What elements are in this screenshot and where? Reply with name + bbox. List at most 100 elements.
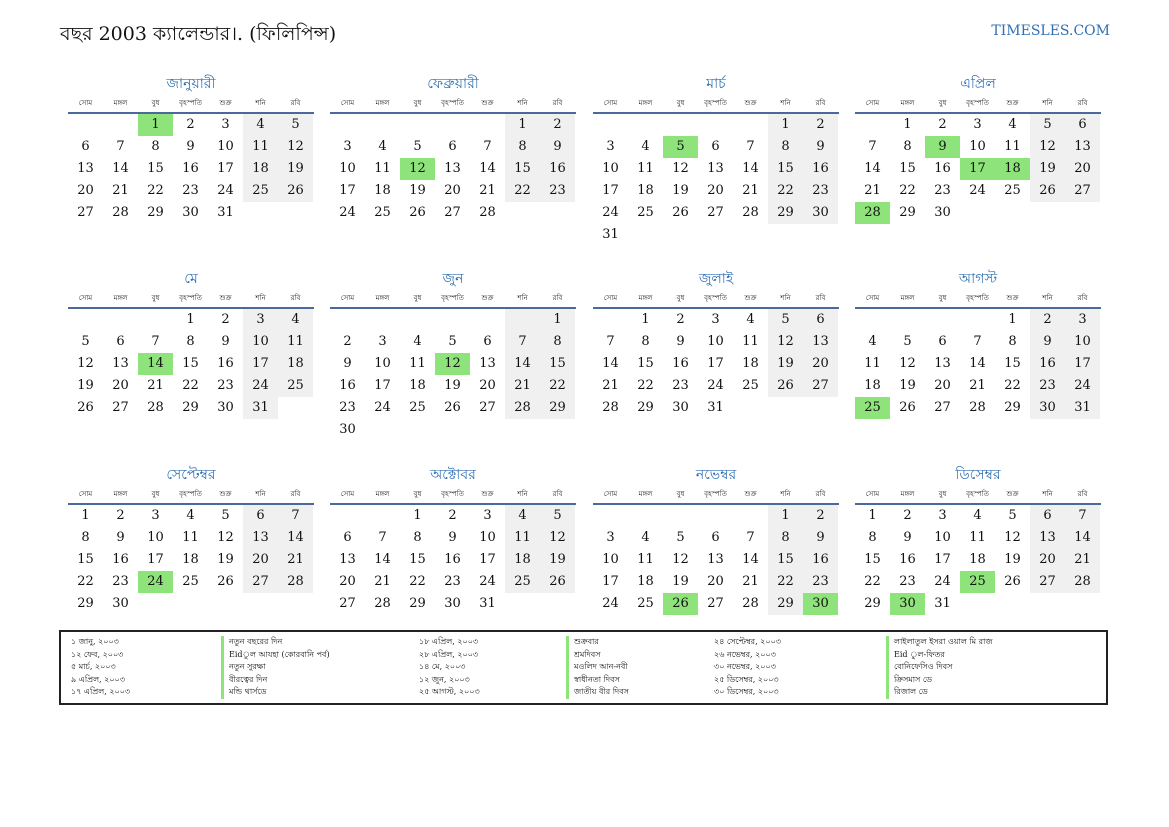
holiday-day-cell[interactable]: 1 <box>138 114 173 136</box>
holiday-day-cell[interactable]: 25 <box>960 571 995 593</box>
day-cell[interactable]: 8 <box>413 530 422 545</box>
day-cell[interactable]: 13 <box>77 161 94 176</box>
day-cell[interactable]: 31 <box>243 397 278 419</box>
day-cell[interactable]: 9 <box>1030 331 1065 353</box>
day-cell[interactable]: 6 <box>711 139 720 154</box>
day-cell[interactable]: 21 <box>479 183 496 198</box>
day-cell[interactable]: 17 <box>339 183 356 198</box>
day-cell[interactable]: 26 <box>278 180 313 202</box>
day-cell[interactable]: 22 <box>637 378 654 393</box>
holiday-day-cell[interactable]: 18 <box>995 158 1030 180</box>
day-cell[interactable]: 15 <box>540 353 575 375</box>
day-cell[interactable]: 5 <box>221 508 230 523</box>
day-cell[interactable]: 22 <box>77 574 94 589</box>
day-cell[interactable]: 25 <box>182 574 199 589</box>
day-cell[interactable]: 4 <box>1008 117 1017 132</box>
day-cell[interactable]: 6 <box>448 139 457 154</box>
day-cell[interactable]: 28 <box>112 205 129 220</box>
day-cell[interactable]: 21 <box>864 183 881 198</box>
day-cell[interactable]: 6 <box>343 530 352 545</box>
day-cell[interactable]: 8 <box>768 527 803 549</box>
day-cell[interactable]: 7 <box>483 139 492 154</box>
day-cell[interactable]: 20 <box>339 574 356 589</box>
day-cell[interactable]: 11 <box>182 530 199 545</box>
day-cell[interactable]: 5 <box>81 334 90 349</box>
day-cell[interactable]: 28 <box>1065 571 1100 593</box>
day-cell[interactable]: 13 <box>803 331 838 353</box>
day-cell[interactable]: 30 <box>1030 397 1065 419</box>
day-cell[interactable]: 21 <box>1065 549 1100 571</box>
day-cell[interactable]: 23 <box>217 378 234 393</box>
holiday-day-cell[interactable]: 24 <box>138 571 173 593</box>
day-cell[interactable]: 21 <box>742 183 759 198</box>
day-cell[interactable]: 10 <box>147 530 164 545</box>
day-cell[interactable]: 1 <box>868 508 877 523</box>
day-cell[interactable]: 8 <box>903 139 912 154</box>
day-cell[interactable]: 24 <box>1065 375 1100 397</box>
day-cell[interactable]: 1 <box>768 505 803 527</box>
day-cell[interactable]: 10 <box>339 161 356 176</box>
holiday-day-cell[interactable]: 28 <box>855 202 890 224</box>
day-cell[interactable]: 29 <box>182 400 199 415</box>
day-cell[interactable]: 27 <box>1065 180 1100 202</box>
day-cell[interactable]: 2 <box>186 117 195 132</box>
day-cell[interactable]: 3 <box>1065 309 1100 331</box>
day-cell[interactable]: 25 <box>637 205 654 220</box>
day-cell[interactable]: 30 <box>934 205 951 220</box>
day-cell[interactable]: 19 <box>278 158 313 180</box>
day-cell[interactable]: 18 <box>278 353 313 375</box>
day-cell[interactable]: 24 <box>934 574 951 589</box>
day-cell[interactable]: 24 <box>479 574 496 589</box>
day-cell[interactable]: 12 <box>217 530 234 545</box>
day-cell[interactable]: 11 <box>864 356 881 371</box>
day-cell[interactable]: 23 <box>803 571 838 593</box>
day-cell[interactable]: 15 <box>768 158 803 180</box>
day-cell[interactable]: 9 <box>903 530 912 545</box>
day-cell[interactable]: 14 <box>864 161 881 176</box>
day-cell[interactable]: 17 <box>602 574 619 589</box>
day-cell[interactable]: 1 <box>186 312 195 327</box>
day-cell[interactable]: 11 <box>637 552 654 567</box>
day-cell[interactable]: 13 <box>444 161 461 176</box>
day-cell[interactable]: 21 <box>505 375 540 397</box>
day-cell[interactable]: 27 <box>444 205 461 220</box>
day-cell[interactable]: 27 <box>1030 571 1065 593</box>
holiday-day-cell[interactable]: 25 <box>855 397 890 419</box>
day-cell[interactable]: 14 <box>505 353 540 375</box>
day-cell[interactable]: 21 <box>742 574 759 589</box>
day-cell[interactable]: 1 <box>540 309 575 331</box>
day-cell[interactable]: 1 <box>768 114 803 136</box>
day-cell[interactable]: 2 <box>803 114 838 136</box>
day-cell[interactable]: 18 <box>969 552 986 567</box>
day-cell[interactable]: 20 <box>803 353 838 375</box>
day-cell[interactable]: 18 <box>505 549 540 571</box>
day-cell[interactable]: 24 <box>374 400 391 415</box>
holiday-day-cell[interactable]: 26 <box>663 593 698 615</box>
day-cell[interactable]: 18 <box>864 378 881 393</box>
day-cell[interactable]: 29 <box>899 205 916 220</box>
day-cell[interactable]: 6 <box>1065 114 1100 136</box>
day-cell[interactable]: 8 <box>81 530 90 545</box>
day-cell[interactable]: 6 <box>1030 505 1065 527</box>
day-cell[interactable]: 23 <box>1030 375 1065 397</box>
day-cell[interactable]: 8 <box>868 530 877 545</box>
day-cell[interactable]: 21 <box>969 378 986 393</box>
day-cell[interactable]: 5 <box>278 114 313 136</box>
day-cell[interactable]: 28 <box>742 205 759 220</box>
day-cell[interactable]: 14 <box>479 161 496 176</box>
day-cell[interactable]: 8 <box>540 331 575 353</box>
day-cell[interactable]: 6 <box>81 139 90 154</box>
day-cell[interactable]: 20 <box>1030 549 1065 571</box>
day-cell[interactable]: 14 <box>1065 527 1100 549</box>
day-cell[interactable]: 6 <box>803 309 838 331</box>
day-cell[interactable]: 9 <box>186 139 195 154</box>
day-cell[interactable]: 8 <box>1008 334 1017 349</box>
day-cell[interactable]: 8 <box>641 334 650 349</box>
day-cell[interactable]: 27 <box>803 375 838 397</box>
day-cell[interactable]: 6 <box>483 334 492 349</box>
day-cell[interactable]: 2 <box>540 114 575 136</box>
day-cell[interactable]: 12 <box>278 136 313 158</box>
day-cell[interactable]: 3 <box>711 312 720 327</box>
day-cell[interactable]: 19 <box>444 378 461 393</box>
day-cell[interactable]: 10 <box>934 530 951 545</box>
